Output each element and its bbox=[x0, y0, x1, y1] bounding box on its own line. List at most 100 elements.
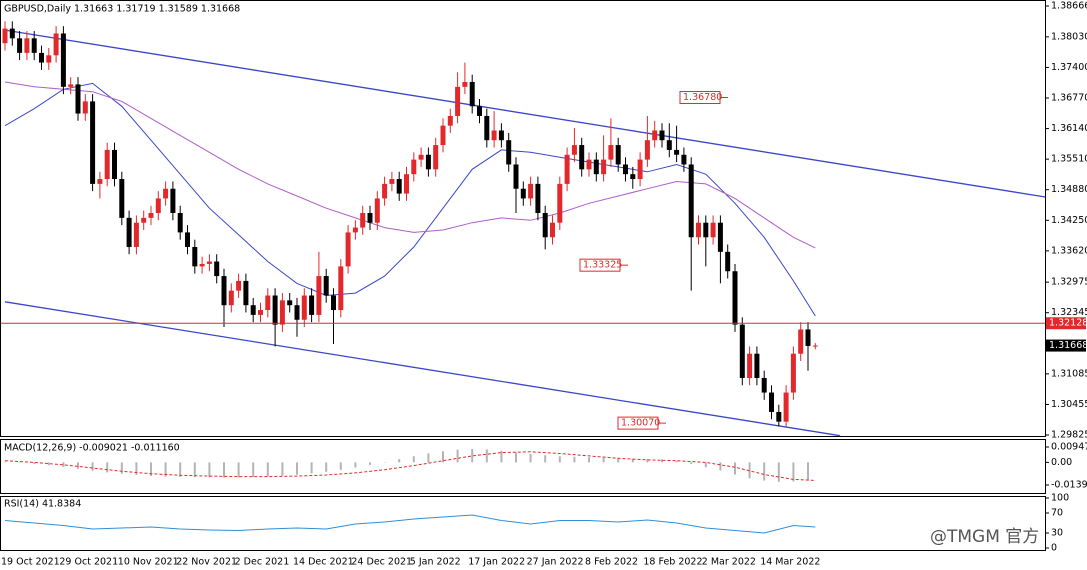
rsi-panel bbox=[0, 496, 1046, 551]
macd-bar bbox=[412, 456, 415, 463]
price-label: 1.36780 bbox=[683, 92, 722, 103]
macd-panel bbox=[0, 439, 1046, 494]
macd-bar bbox=[62, 462, 65, 467]
candle-body bbox=[601, 159, 607, 175]
macd-bar bbox=[558, 456, 561, 463]
candle-body bbox=[425, 154, 431, 170]
macd-bar bbox=[704, 462, 707, 468]
candle-body bbox=[710, 222, 716, 238]
x-tick-label: 24 Dec 2021 bbox=[351, 557, 412, 568]
candle-body bbox=[623, 164, 628, 175]
x-tick-label: 18 Feb 2022 bbox=[643, 557, 702, 568]
macd-bar bbox=[573, 456, 576, 463]
y-tick-label: 30 bbox=[1051, 528, 1063, 539]
candle-body bbox=[2, 28, 8, 44]
macd-bar bbox=[369, 462, 371, 465]
y-tick-label: 1.34250 bbox=[1051, 215, 1087, 226]
price-label: 1.30070 bbox=[621, 418, 660, 429]
candle-body bbox=[506, 140, 512, 165]
candle-body bbox=[659, 130, 665, 141]
candle-body bbox=[637, 159, 643, 180]
candle-body bbox=[783, 392, 789, 422]
panel-title: RSI(14) 41.8384 bbox=[4, 499, 81, 510]
macd-bar bbox=[150, 462, 152, 476]
candle-body bbox=[418, 154, 424, 160]
candle-body bbox=[228, 290, 234, 306]
candle-body bbox=[586, 159, 592, 170]
candle-body bbox=[119, 179, 125, 218]
candle-body bbox=[60, 33, 66, 87]
candle-body bbox=[630, 174, 636, 180]
macd-bar bbox=[602, 457, 605, 463]
candle-body bbox=[462, 81, 468, 87]
macd-bar bbox=[354, 462, 357, 468]
candle-body bbox=[696, 222, 701, 238]
candle-body bbox=[754, 353, 760, 378]
y-tick-label: 1.38030 bbox=[1051, 31, 1087, 42]
y-tick-label: 1.31085 bbox=[1051, 368, 1087, 379]
candle-body bbox=[294, 305, 300, 320]
macd-bar bbox=[807, 462, 809, 481]
candle-body bbox=[644, 140, 650, 160]
macd-bar bbox=[135, 462, 138, 476]
candle-body bbox=[323, 276, 329, 296]
macd-bar bbox=[734, 462, 736, 475]
candle-body bbox=[389, 179, 395, 184]
candle-body bbox=[104, 149, 110, 180]
candle-body bbox=[316, 276, 322, 315]
y-tick-label: 1.32345 bbox=[1051, 307, 1087, 318]
y-tick-label: 1.29825 bbox=[1051, 430, 1087, 441]
macd-bar bbox=[661, 459, 663, 463]
candle-body bbox=[133, 222, 139, 247]
channel-line bbox=[4, 301, 841, 437]
candle-body bbox=[126, 217, 132, 247]
macd-bar bbox=[719, 462, 722, 471]
x-tick-label: 8 Feb 2022 bbox=[585, 557, 638, 568]
y-tick-label: 0 bbox=[1051, 543, 1057, 554]
candle-body bbox=[593, 159, 599, 175]
candle-body bbox=[82, 101, 88, 114]
watermark: @TMGM 官方 bbox=[930, 527, 1039, 547]
y-tick-label: 1.33620 bbox=[1051, 245, 1087, 256]
candle-body bbox=[498, 130, 504, 141]
macd-bar bbox=[442, 451, 444, 463]
macd-bar bbox=[763, 462, 766, 481]
x-tick-label: 5 Jan 2022 bbox=[410, 557, 461, 568]
candle-body bbox=[287, 300, 293, 306]
price-tag-label: 1.32128 bbox=[1049, 318, 1087, 329]
moving-average bbox=[4, 81, 816, 249]
moving-average bbox=[4, 82, 816, 317]
candle-body bbox=[206, 261, 212, 264]
macd-bar bbox=[675, 460, 678, 463]
candle-body bbox=[769, 392, 774, 412]
y-tick-label: 1.38666 bbox=[1051, 1, 1087, 12]
x-tick-label: 2 Dec 2021 bbox=[235, 557, 290, 568]
candle-body bbox=[790, 353, 796, 393]
macd-bar bbox=[500, 450, 503, 463]
candle-body bbox=[469, 81, 475, 107]
candle-body bbox=[491, 130, 497, 141]
macd-bar bbox=[631, 458, 634, 463]
candle-body bbox=[528, 183, 534, 199]
macd-bar bbox=[266, 462, 269, 477]
macd-bar bbox=[310, 462, 313, 474]
macd-signal bbox=[4, 451, 816, 481]
x-tick-label: 17 Jan 2022 bbox=[468, 557, 525, 568]
candle-body bbox=[53, 33, 59, 56]
candle-body bbox=[404, 174, 409, 194]
candle-body bbox=[812, 345, 818, 347]
candle-body bbox=[542, 213, 548, 238]
candle-body bbox=[557, 183, 563, 223]
panel-title: GBPUSD,Daily 1.31663 1.31719 1.31589 1.3… bbox=[4, 4, 240, 15]
macd-bar bbox=[339, 462, 342, 470]
candle-body bbox=[447, 115, 453, 126]
candle-body bbox=[732, 271, 738, 325]
channel-line bbox=[4, 29, 1046, 198]
macd-bar bbox=[748, 462, 751, 479]
candle-body bbox=[141, 217, 147, 223]
candle-body bbox=[396, 179, 402, 194]
macd-bar bbox=[792, 462, 795, 482]
rsi-line bbox=[4, 514, 816, 534]
